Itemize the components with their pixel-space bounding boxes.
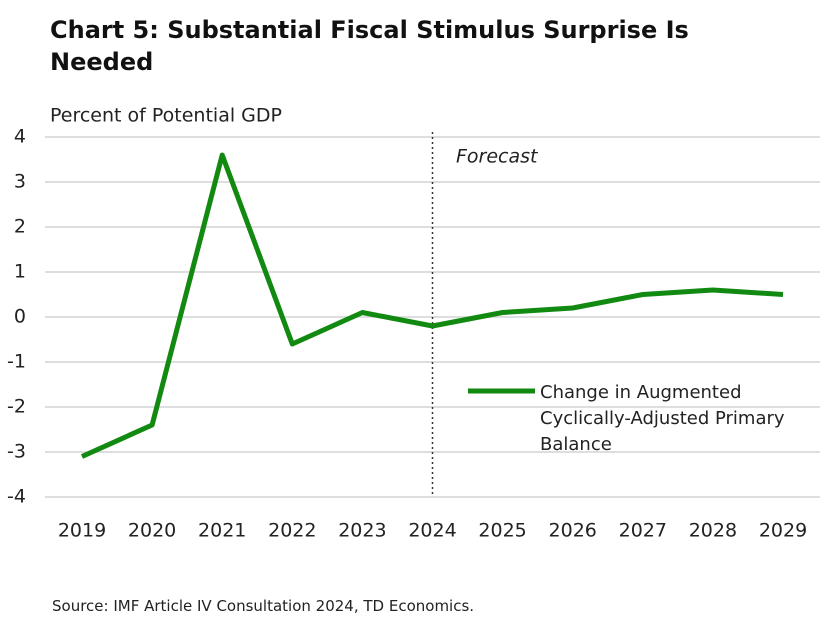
x-tick-label: 2024: [408, 520, 456, 542]
x-tick-label: 2022: [268, 520, 316, 542]
y-tick-label: -2: [7, 396, 26, 418]
y-tick-label: 1: [14, 261, 26, 283]
forecast-annotation: Forecast: [456, 146, 539, 168]
legend-label: Change in Augmented Cyclically-Adjusted …: [540, 382, 785, 455]
y-tick-label: -4: [7, 486, 26, 508]
x-tick-label: 2027: [619, 520, 667, 542]
y-tick-label: 3: [14, 171, 26, 193]
x-tick-label: 2026: [549, 520, 597, 542]
x-tick-label: 2028: [689, 520, 737, 542]
x-tick-label: 2021: [198, 520, 246, 542]
x-tick-label: 2025: [478, 520, 526, 542]
x-tick-label: 2019: [58, 520, 106, 542]
source-note: Source: IMF Article IV Consultation 2024…: [52, 597, 475, 615]
y-tick-label: 4: [14, 126, 26, 148]
x-tick-label: 2023: [338, 520, 386, 542]
x-tick-label: 2029: [759, 520, 807, 542]
chart-title: Chart 5: Substantial Fiscal Stimulus Sur…: [50, 16, 689, 76]
y-tick-label: 2: [14, 216, 26, 238]
y-axis-label: Percent of Potential GDP: [50, 105, 282, 127]
data-line: [80, 152, 784, 459]
y-tick-label: 0: [14, 306, 26, 328]
y-tick-label: -1: [7, 351, 26, 373]
y-tick-label: -3: [7, 441, 26, 463]
x-tick-label: 2020: [128, 520, 176, 542]
